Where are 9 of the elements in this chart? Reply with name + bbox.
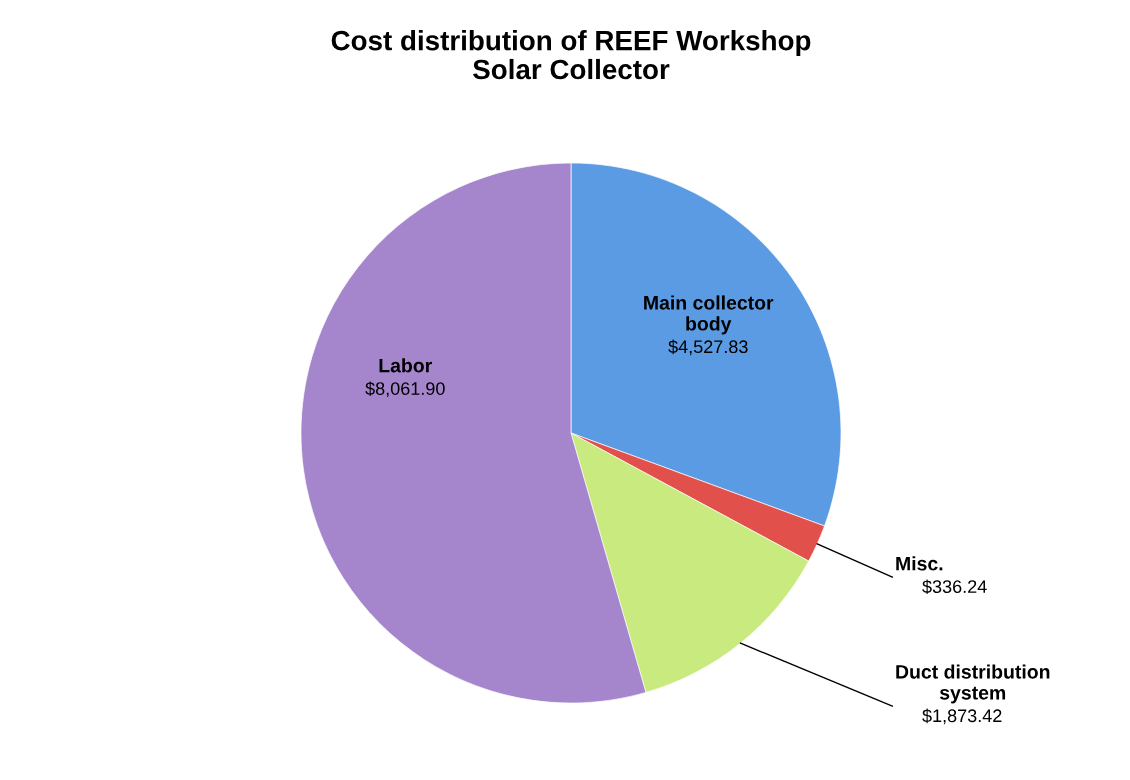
slice-label: Main collector body: [644, 295, 774, 335]
slice-label: Misc.: [896, 556, 943, 571]
data-label: $1,873.42: [922, 708, 1002, 725]
data-label: $4,527.83: [668, 339, 748, 356]
slice-label: Labor: [379, 358, 432, 373]
slice-label: Duct distribution system: [896, 664, 1050, 704]
data-label: $8,061.90: [365, 381, 445, 398]
chart-title: Cost distribution of REEF Workshop Solar Collector: [331, 30, 811, 80]
data-label: $336.24: [922, 579, 987, 595]
